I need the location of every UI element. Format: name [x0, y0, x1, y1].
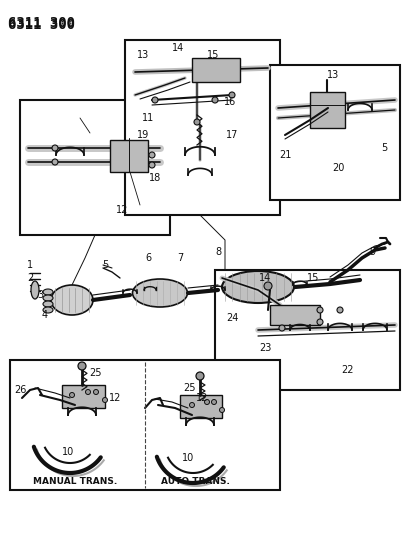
Circle shape	[189, 402, 195, 408]
Circle shape	[152, 97, 158, 103]
Circle shape	[220, 408, 224, 413]
Text: 12: 12	[196, 393, 208, 403]
Text: 1: 1	[27, 260, 33, 270]
Circle shape	[149, 162, 155, 168]
Text: 18: 18	[149, 173, 161, 183]
Text: 20: 20	[332, 163, 344, 173]
Text: 15: 15	[307, 273, 319, 283]
Text: 17: 17	[226, 130, 238, 140]
Ellipse shape	[31, 281, 39, 299]
Ellipse shape	[43, 289, 53, 295]
Circle shape	[52, 159, 58, 165]
Ellipse shape	[43, 295, 53, 301]
Text: 22: 22	[342, 365, 354, 375]
Text: 13: 13	[327, 70, 339, 80]
Text: 26: 26	[14, 385, 26, 395]
Text: 25: 25	[89, 368, 101, 378]
Bar	[10, 360, 280, 490]
Text: 12: 12	[109, 393, 121, 403]
Ellipse shape	[43, 301, 53, 307]
Text: 15: 15	[207, 50, 219, 60]
Text: 5: 5	[381, 143, 387, 153]
Circle shape	[317, 307, 323, 313]
Circle shape	[93, 390, 98, 394]
Text: 12: 12	[116, 205, 128, 215]
Circle shape	[337, 307, 343, 313]
Text: 24: 24	[226, 313, 238, 323]
Bar	[270, 65, 400, 200]
Circle shape	[229, 92, 235, 98]
Circle shape	[102, 398, 107, 402]
Text: 10: 10	[182, 453, 194, 463]
Ellipse shape	[43, 307, 53, 313]
Text: 11: 11	[142, 113, 154, 123]
Text: 8: 8	[215, 247, 221, 257]
Circle shape	[52, 145, 58, 151]
Bar	[215, 270, 400, 390]
Circle shape	[149, 152, 155, 158]
Ellipse shape	[133, 279, 188, 307]
Text: MANUAL TRANS.: MANUAL TRANS.	[33, 478, 117, 487]
Text: 16: 16	[224, 97, 236, 107]
Text: 6311 300: 6311 300	[8, 16, 75, 30]
Text: 9: 9	[369, 247, 375, 257]
Text: 21: 21	[279, 150, 291, 160]
Circle shape	[194, 119, 200, 125]
Text: AUTO TRANS.: AUTO TRANS.	[161, 478, 229, 487]
Circle shape	[86, 390, 91, 394]
Text: 23: 23	[259, 343, 271, 353]
Circle shape	[69, 392, 75, 398]
Text: 5: 5	[102, 260, 108, 270]
Bar	[192, 58, 240, 82]
Circle shape	[204, 400, 209, 405]
Bar	[20, 100, 170, 235]
Text: 6: 6	[145, 253, 151, 263]
Text: 14: 14	[172, 43, 184, 53]
Circle shape	[212, 97, 218, 103]
Circle shape	[211, 400, 217, 405]
Bar	[180, 395, 222, 418]
Circle shape	[317, 319, 323, 325]
Text: 3: 3	[37, 290, 43, 300]
Ellipse shape	[51, 285, 93, 315]
Bar	[270, 305, 320, 325]
Circle shape	[279, 325, 285, 331]
Circle shape	[196, 372, 204, 380]
Text: 14: 14	[259, 273, 271, 283]
Ellipse shape	[222, 271, 294, 303]
Text: 2: 2	[27, 273, 33, 283]
Bar	[110, 140, 148, 172]
Circle shape	[264, 282, 272, 290]
Circle shape	[78, 362, 86, 370]
Text: 25: 25	[184, 383, 196, 393]
Text: 6311 300: 6311 300	[8, 18, 75, 32]
Text: 4: 4	[42, 310, 48, 320]
Text: 7: 7	[177, 253, 183, 263]
Text: 13: 13	[137, 50, 149, 60]
Text: 10: 10	[62, 447, 74, 457]
Text: 19: 19	[137, 130, 149, 140]
Bar	[62, 385, 105, 408]
Bar	[310, 92, 345, 128]
Bar	[125, 40, 280, 215]
